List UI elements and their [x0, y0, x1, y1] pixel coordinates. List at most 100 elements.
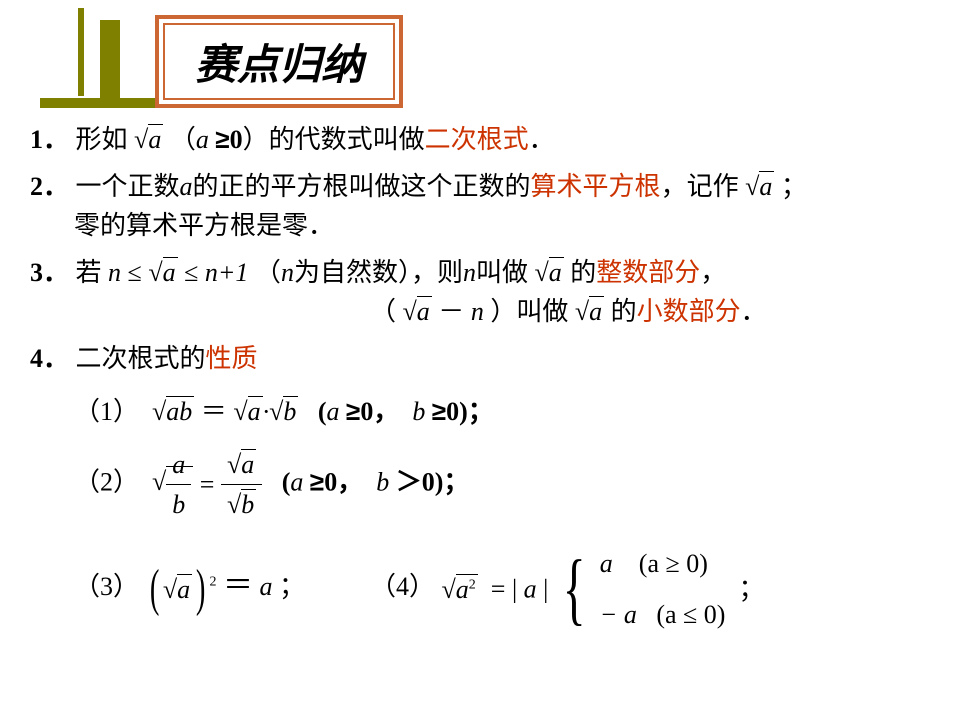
p1-t1: 形如	[76, 125, 128, 154]
point-2: 2． 一个正数a的正的平方根叫做这个正数的算术平方根，记作 a ； 零的算术平方…	[30, 167, 940, 245]
p3-minus: －	[438, 297, 464, 326]
p1-t2: ）的代数式叫做	[243, 125, 425, 154]
pr2-gt: ＞	[396, 466, 422, 496]
prop-2: （2） ab = a b (a ≥0， b ＞0)；	[74, 445, 940, 524]
p1-var: a	[196, 125, 209, 154]
pr1-va: a	[327, 397, 340, 426]
p3-lp: （	[255, 258, 281, 287]
p3-n1: n	[108, 258, 121, 287]
sqrt-b-icon: b	[269, 392, 298, 431]
pr3-semi: ；	[279, 572, 305, 601]
prop-3-4: （3） (a)2 ＝ a ； （4） a2 = | a | { a (a ≥ 0…	[74, 538, 940, 640]
point-4-list: （1） ab ＝ a·b (a ≥0， b ≥0)； （2） ab = a b …	[74, 392, 940, 640]
abs-a: | a |	[512, 575, 548, 604]
p3-l2b: ）叫做	[490, 297, 568, 326]
p3-n4: n	[471, 297, 484, 326]
pr4-lbl: （4）	[370, 572, 435, 601]
sqrt-asq-icon: a2	[441, 570, 477, 609]
p3-comma: ，	[700, 258, 726, 287]
pr4-semi: ；	[738, 575, 764, 604]
p3-l2c: 的	[611, 297, 637, 326]
pr2-vb: b	[376, 467, 389, 496]
pr3-lbl: （3）	[74, 572, 139, 601]
p3-np1: n+1	[205, 258, 249, 287]
case1-c: (a ≥ 0)	[639, 549, 708, 578]
p3-end: ．	[741, 297, 767, 326]
pr2-c: ，	[337, 467, 363, 496]
case2-v: − a	[600, 600, 637, 629]
deco-v2	[100, 20, 120, 108]
pr1-ge2: ≥	[432, 396, 446, 426]
pr1-eq: ＝	[201, 397, 227, 426]
pr3-sq: 2	[209, 574, 216, 589]
p3-n2: n	[281, 258, 294, 287]
p1-end: ．	[529, 125, 555, 154]
pr1-lp: (	[318, 397, 327, 426]
p3-num: 3．	[30, 258, 69, 287]
pr1-z1: 0	[360, 397, 373, 426]
p1-zero: 0	[230, 125, 243, 154]
sqrt-a4-icon: a	[534, 253, 563, 292]
p3-t4: 的	[570, 258, 596, 287]
p2-line2: 零的算术平方根是零．	[74, 206, 940, 245]
p3-t2: 为自然数），则	[294, 258, 463, 287]
sqrt-a5-icon: a	[403, 292, 432, 331]
p2-var: a	[180, 172, 193, 201]
sqrt-a3-icon: a	[148, 253, 177, 292]
sqrt-ab-icon: ab	[152, 392, 194, 431]
pr1-c: ，	[373, 397, 399, 426]
p2-term: 算术平方根	[531, 172, 661, 201]
case2-c: (a ≤ 0)	[656, 600, 725, 629]
sqrt-a6-icon: a	[575, 292, 604, 331]
pr2-ge: ≥	[310, 466, 324, 496]
lparen-icon: (	[149, 566, 159, 613]
p1-num: 1．	[30, 125, 69, 154]
p2-end: ；	[781, 172, 807, 201]
p2-t1: 一个正数	[76, 172, 180, 201]
pr1-lbl: （1）	[74, 397, 139, 426]
p3-t1: 若	[76, 258, 102, 287]
sqrt-b2-icon: b	[227, 485, 256, 524]
p3-term1: 整数部分	[596, 258, 700, 287]
sqrt-a9-icon: a	[163, 570, 192, 609]
p3-le1: ≤	[128, 258, 142, 287]
pr3-eq: ＝	[223, 569, 253, 602]
p1-lp: （	[170, 125, 196, 154]
rparen-icon: )	[196, 566, 206, 613]
p1-ge: ≥	[215, 124, 229, 154]
p2-t2: 的正的平方根叫做这个正数的	[193, 172, 531, 201]
prop-1: （1） ab ＝ a·b (a ≥0， b ≥0)；	[74, 392, 940, 431]
p2-t3: ，记作	[661, 172, 739, 201]
deco-v1	[78, 8, 84, 96]
pr2-rp: 0)；	[422, 467, 470, 496]
p1-term: 二次根式	[425, 125, 529, 154]
p4-term: 性质	[206, 344, 258, 373]
p3-t3: 叫做	[476, 258, 528, 287]
pr1-ge1: ≥	[346, 396, 360, 426]
p4-t1: 二次根式的	[76, 344, 206, 373]
p4-num: 4．	[30, 344, 69, 373]
pr2-va: a	[290, 467, 303, 496]
title-box: 赛点归纳	[155, 15, 403, 108]
case1-v: a	[600, 549, 613, 578]
sqrt-a2-icon: a	[745, 167, 774, 206]
p3-le2: ≤	[184, 258, 198, 287]
pr1-rp: 0)；	[446, 397, 494, 426]
sqrt-a7-icon: a	[233, 392, 262, 431]
point-3: 3． 若 n ≤ a ≤ n+1 （n为自然数），则n叫做 a 的整数部分， （…	[30, 253, 940, 331]
p2-num: 2．	[30, 172, 69, 201]
brace-icon: {	[563, 557, 586, 621]
sqrt-frac-icon: ab	[152, 445, 193, 524]
p3-l2-lp: （	[370, 297, 396, 326]
sqrt-a-icon: a	[134, 120, 163, 159]
sqrt-a8-icon: a	[227, 445, 256, 484]
p3-term2: 小数部分	[637, 297, 741, 326]
point-4: 4． 二次根式的性质	[30, 339, 940, 378]
frac-rhs: a b	[221, 445, 262, 524]
pr4-eq: =	[491, 575, 506, 604]
cases: a (a ≥ 0) − a (a ≤ 0)	[600, 538, 726, 640]
pr1-vb: b	[412, 397, 425, 426]
pr2-lbl: （2）	[74, 467, 139, 496]
pr2-eq: =	[200, 470, 215, 499]
content: 1． 形如 a （a ≥0）的代数式叫做二次根式． 2． 一个正数a的正的平方根…	[30, 120, 940, 654]
